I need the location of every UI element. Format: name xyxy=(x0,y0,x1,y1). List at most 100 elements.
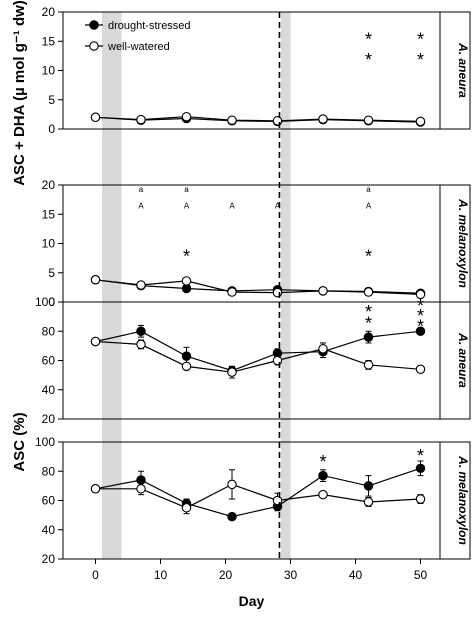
letter-annotation: a xyxy=(184,185,189,194)
species-strip-2 xyxy=(439,301,471,420)
data-point-watered xyxy=(181,111,192,122)
species-strip-0 xyxy=(439,11,471,130)
data-point-watered xyxy=(181,503,192,513)
species-label: A. melanoxylon xyxy=(456,198,470,288)
y-tick-label: 5 xyxy=(48,93,55,107)
y-tick-label: 15 xyxy=(42,34,56,48)
significance-star: * xyxy=(417,316,424,336)
data-point-watered xyxy=(318,344,328,354)
significance-star: * xyxy=(417,306,424,326)
x-axis-label: Day xyxy=(239,593,265,609)
y-tick-label: 10 xyxy=(42,64,56,78)
data-point-drought xyxy=(318,470,328,481)
series-line-drought xyxy=(95,330,421,372)
species-label: A. melanoxylon xyxy=(456,455,470,545)
y-tick-label: 15 xyxy=(42,207,56,221)
significance-star: * xyxy=(417,446,424,466)
significance-star: * xyxy=(417,296,424,316)
data-point-watered xyxy=(272,287,283,298)
data-point-watered xyxy=(90,484,101,494)
series-line-watered xyxy=(95,340,421,373)
significance-star: * xyxy=(183,246,190,266)
y-tick-label: 0 xyxy=(48,122,55,136)
significance-star: * xyxy=(365,246,372,266)
shaded-period-0 xyxy=(102,12,122,559)
letter-annotation: A xyxy=(366,201,372,210)
y-tick-label: 80 xyxy=(42,324,56,338)
significance-star: * xyxy=(417,50,424,70)
data-point-drought xyxy=(227,511,237,522)
y-tick-label: 10 xyxy=(42,237,56,251)
legend-marker-drought xyxy=(89,20,99,30)
data-point-watered xyxy=(363,360,374,370)
y-axis-label-total: ASC + DHA (µ mol g⁻¹ dw) xyxy=(11,0,28,186)
letter-annotation: A xyxy=(275,201,281,210)
data-point-watered xyxy=(363,287,374,297)
data-point-watered xyxy=(227,287,237,297)
y-tick-label: 80 xyxy=(42,464,56,478)
series-line-watered xyxy=(95,483,421,509)
letter-annotation: A xyxy=(138,201,144,210)
data-point-watered xyxy=(181,276,192,286)
significance-star: * xyxy=(319,452,326,472)
species-label: A. aneura xyxy=(456,42,470,98)
y-tick-label: 20 xyxy=(42,5,56,19)
data-point-watered xyxy=(227,367,237,377)
data-point-watered xyxy=(227,115,237,125)
y-tick-label: 40 xyxy=(42,523,56,537)
x-tick-label: 20 xyxy=(219,568,233,582)
y-tick-label: 20 xyxy=(42,412,56,426)
letter-annotation: a xyxy=(366,185,371,194)
y-tick-label: 60 xyxy=(42,354,56,368)
y-tick-label: 60 xyxy=(42,494,56,508)
series-line-watered xyxy=(95,279,421,295)
data-point-watered xyxy=(415,116,426,127)
legend-label-drought: drought-stressed xyxy=(108,20,191,32)
data-point-watered xyxy=(136,484,146,494)
data-point-drought xyxy=(136,326,146,336)
data-point-drought xyxy=(363,481,374,491)
significance-star: * xyxy=(417,29,424,49)
data-point-watered xyxy=(136,339,146,350)
x-tick-label: 10 xyxy=(154,568,168,582)
letter-annotation: A xyxy=(229,201,235,210)
x-tick-label: 0 xyxy=(92,568,99,582)
y-axis-label-asc: ASC (%) xyxy=(11,412,28,471)
legend-label-watered: well-watered xyxy=(107,41,170,53)
species-strip-1 xyxy=(439,184,471,303)
x-tick-label: 40 xyxy=(349,568,363,582)
legend-marker-watered xyxy=(89,41,99,51)
y-tick-label: 100 xyxy=(35,295,55,309)
data-point-watered xyxy=(415,289,426,300)
species-strip-3 xyxy=(439,441,471,560)
y-tick-label: 20 xyxy=(42,552,56,566)
data-point-watered xyxy=(415,364,426,375)
x-tick-label: 30 xyxy=(284,568,298,582)
y-tick-label: 100 xyxy=(35,435,55,449)
y-tick-label: 20 xyxy=(42,178,56,192)
data-point-watered xyxy=(318,286,328,296)
y-tick-label: 40 xyxy=(42,383,56,397)
y-tick-label: 5 xyxy=(48,266,55,280)
significance-star: * xyxy=(365,302,372,322)
data-point-watered xyxy=(272,116,283,126)
letter-annotation: a xyxy=(139,185,144,194)
data-point-watered xyxy=(227,479,237,490)
series-line-watered xyxy=(95,116,421,122)
significance-star: * xyxy=(365,314,372,334)
data-point-watered xyxy=(318,489,328,500)
significance-star: * xyxy=(365,50,372,70)
species-label: A. aneura xyxy=(456,332,470,388)
data-point-drought xyxy=(363,332,374,342)
significance-star: * xyxy=(365,29,372,49)
data-point-watered xyxy=(272,355,283,366)
data-point-drought xyxy=(181,351,192,361)
data-point-watered xyxy=(415,494,426,504)
data-point-watered xyxy=(90,275,101,285)
data-point-watered xyxy=(272,495,283,506)
data-point-drought xyxy=(415,326,426,336)
shaded-period-1 xyxy=(280,12,291,559)
data-point-watered xyxy=(136,114,146,125)
data-point-watered xyxy=(136,280,146,290)
